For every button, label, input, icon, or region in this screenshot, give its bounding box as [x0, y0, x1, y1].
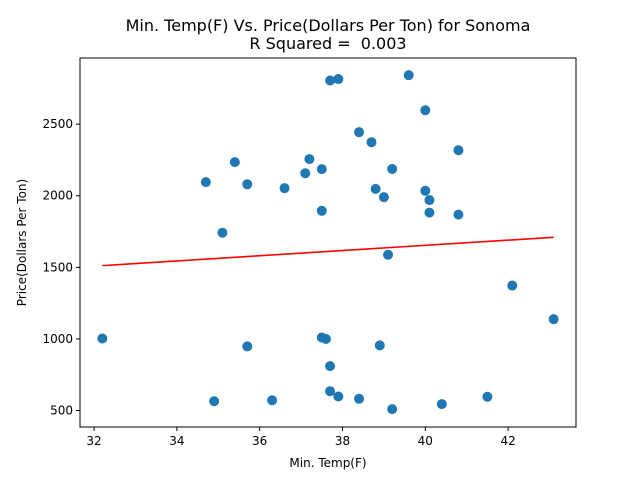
data-point: [325, 75, 336, 86]
data-point: [209, 396, 220, 407]
data-point: [453, 145, 464, 156]
y-tick-label: 1500: [42, 260, 73, 274]
data-point: [316, 164, 327, 175]
y-tick-label: 2500: [42, 117, 73, 131]
data-point: [333, 391, 344, 402]
x-tick-label: 34: [169, 434, 184, 448]
data-point: [325, 361, 336, 372]
data-point: [387, 163, 398, 174]
data-point: [424, 207, 435, 218]
data-point: [279, 183, 290, 194]
chart-title: Min. Temp(F) Vs. Price(Dollars Per Ton) …: [126, 16, 531, 35]
x-axis-ticks: 32 34 36 38 40 42: [86, 427, 516, 448]
data-point: [507, 280, 518, 291]
data-point: [320, 333, 331, 344]
data-point: [242, 341, 253, 352]
data-point: [304, 154, 315, 165]
data-point: [420, 105, 431, 116]
data-point: [387, 404, 398, 415]
data-point: [229, 157, 240, 168]
y-axis-ticks: 500 1000 1500 2000 2500: [42, 117, 80, 418]
data-point: [424, 195, 435, 206]
plot-area: [97, 70, 559, 415]
x-tick-label: 42: [500, 434, 515, 448]
regression-line: [102, 236, 554, 267]
x-tick-label: 32: [86, 434, 101, 448]
data-point: [436, 399, 447, 410]
data-point: [97, 333, 108, 344]
y-tick-label: 1000: [42, 332, 73, 346]
data-point: [366, 137, 377, 148]
data-point: [316, 205, 327, 216]
data-point: [548, 314, 559, 325]
x-tick-label: 38: [335, 434, 350, 448]
data-point: [420, 185, 431, 196]
y-tick-label: 2000: [42, 189, 73, 203]
x-tick-label: 36: [252, 434, 267, 448]
x-axis-label: Min. Temp(F): [289, 456, 366, 470]
data-point: [374, 340, 385, 351]
data-point: [370, 183, 381, 194]
x-tick-label: 40: [418, 434, 433, 448]
y-tick-label: 500: [50, 404, 73, 418]
data-point: [354, 393, 365, 404]
data-point: [217, 227, 228, 238]
data-point: [383, 249, 394, 260]
y-axis-label: Price(Dollars Per Ton): [15, 179, 29, 306]
data-point: [242, 179, 253, 190]
data-point: [453, 209, 464, 220]
data-point: [300, 168, 311, 179]
data-point: [403, 70, 414, 81]
data-point: [482, 391, 493, 402]
data-point: [354, 127, 365, 138]
data-point: [333, 74, 344, 85]
data-point: [267, 395, 278, 406]
data-point: [200, 177, 211, 188]
chart-subtitle: R Squared = 0.003: [249, 34, 406, 53]
data-point: [325, 386, 336, 397]
plot-frame: [79, 57, 577, 428]
data-point: [378, 192, 389, 203]
